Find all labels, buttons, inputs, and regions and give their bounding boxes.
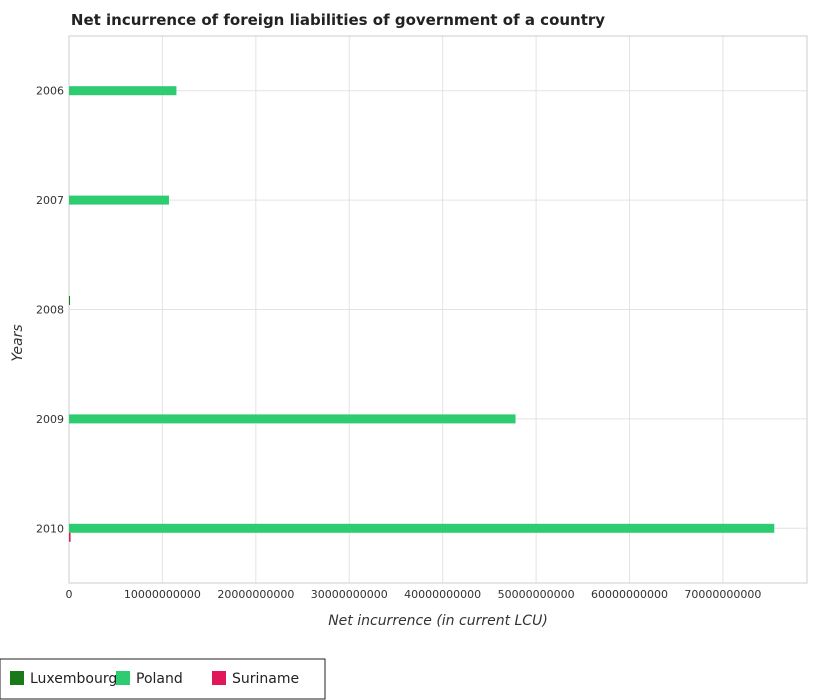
legend: Luxembourg Poland Suriname: [0, 658, 326, 700]
legend-label-suriname: Suriname: [232, 671, 299, 687]
x-tick-label: 70000000000: [684, 588, 761, 601]
x-tick-label: 10000000000: [124, 588, 201, 601]
x-tick-label: 60000000000: [591, 588, 668, 601]
bar-poland-2009: [69, 414, 516, 424]
x-tick-label: 40000000000: [404, 588, 481, 601]
legend-swatch-poland: [116, 671, 130, 685]
y-tick-label: 2008: [36, 304, 64, 317]
y-axis-label: Years: [10, 324, 26, 361]
chart-title: Net incurrence of foreign liabilities of…: [71, 11, 605, 29]
grid: [68, 36, 807, 583]
y-tick-label: 2006: [36, 85, 64, 98]
legend-box: [0, 658, 326, 700]
y-tick-label: 2009: [36, 413, 64, 426]
x-ticks: 0 10000000000 20000000000 30000000000 400000…: [66, 588, 762, 601]
x-tick-label: 50000000000: [498, 588, 575, 601]
legend-label-poland: Poland: [136, 671, 183, 687]
bar-poland-2006: [69, 86, 177, 96]
bar-poland-2010: [69, 523, 775, 533]
bars: [69, 86, 775, 542]
legend-swatch-suriname: [212, 671, 226, 685]
x-axis-label: Net incurrence (in current LCU): [328, 613, 548, 629]
y-tick-label: 2007: [36, 194, 64, 207]
bar-suriname-2010: [69, 532, 71, 542]
y-ticks: 2006 2007 2008 2009 2010: [36, 85, 64, 536]
x-tick-label: 0: [66, 588, 73, 601]
x-tick-label: 30000000000: [311, 588, 388, 601]
bar-poland-2007: [69, 195, 169, 205]
plot-frame: [68, 35, 808, 584]
x-tick-label: 20000000000: [217, 588, 294, 601]
bar-luxembourg-2008: [69, 296, 71, 305]
y-tick-label: 2010: [36, 522, 64, 535]
legend-label-luxembourg: Luxembourg: [30, 671, 117, 687]
legend-swatch-luxembourg: [10, 671, 24, 685]
